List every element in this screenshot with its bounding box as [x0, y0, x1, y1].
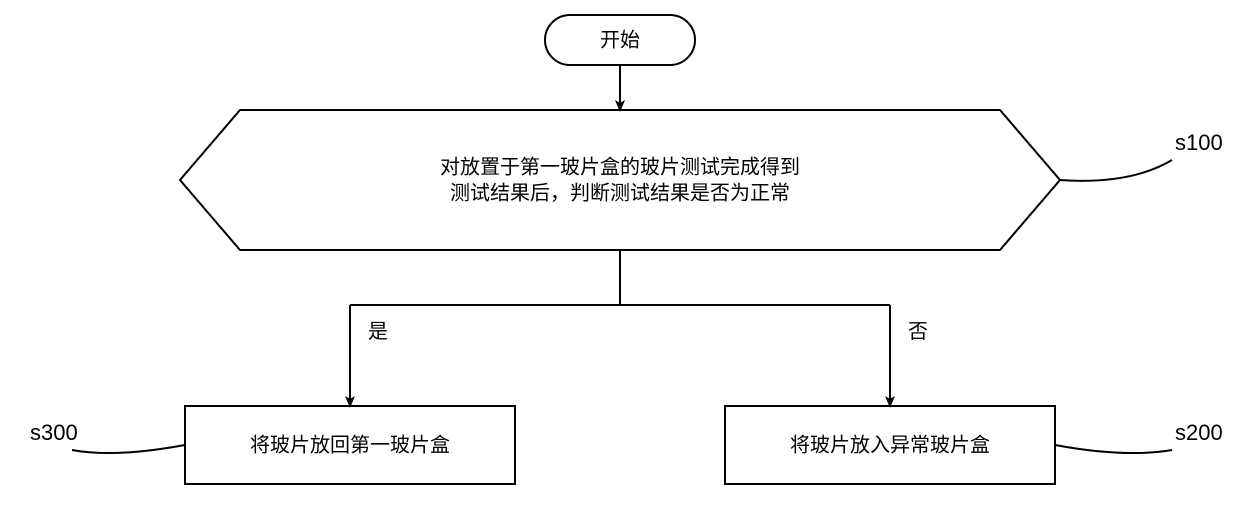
decision-text-line: 测试结果后，判断测试结果是否为正常 [450, 182, 790, 205]
callout-label-s300: s300 [30, 420, 78, 445]
callout-leader-s300 [72, 445, 185, 453]
start-label: 开始 [600, 29, 640, 52]
callout-label-s100: s100 [1175, 130, 1223, 155]
callout-leader-s200 [1055, 445, 1172, 453]
yes-process-node-label: 将玻片放回第一玻片盒 [250, 434, 450, 457]
edge-label-to_yes: 是 [368, 321, 388, 343]
callout-label-s200: s200 [1175, 420, 1223, 445]
callout-leader-s100 [1060, 160, 1172, 181]
decision-text-line: 对放置于第一玻片盒的玻片测试完成得到 [440, 156, 800, 179]
edge-label-to_no: 否 [908, 321, 928, 343]
no-process-node-label: 将玻片放入异常玻片盒 [790, 434, 990, 457]
decision-node [180, 110, 1060, 250]
